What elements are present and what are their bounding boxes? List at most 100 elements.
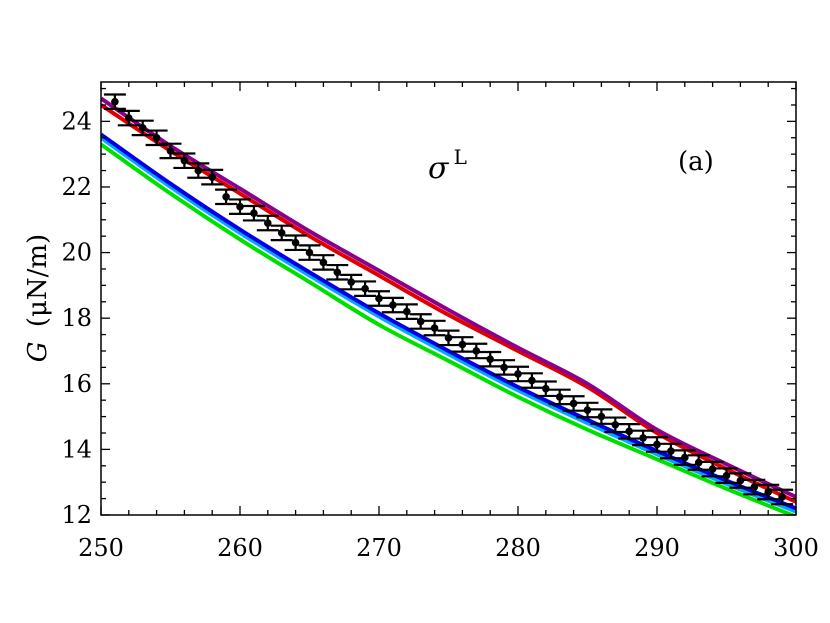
y-tick-label: 12	[61, 501, 92, 529]
data-point	[187, 162, 210, 179]
data-marker	[208, 173, 216, 181]
data-points-layer	[103, 93, 794, 506]
data-point	[493, 359, 516, 376]
data-marker	[347, 278, 356, 286]
data-point	[451, 336, 474, 353]
data-marker	[180, 156, 189, 165]
data-point	[590, 408, 613, 425]
data-marker	[250, 209, 258, 218]
y-tick-label: 18	[61, 304, 92, 332]
x-tick-label: 300	[773, 534, 819, 562]
data-marker	[653, 440, 661, 449]
data-point	[743, 478, 766, 496]
data-point	[215, 188, 238, 206]
x-axis: 250 260 270 280 290 300	[78, 82, 819, 562]
data-point	[673, 449, 696, 466]
data-marker	[667, 447, 675, 455]
data-marker	[542, 384, 550, 393]
data-marker	[458, 340, 467, 349]
data-marker	[138, 124, 147, 132]
y-tick-label: 16	[61, 370, 92, 398]
data-marker	[625, 427, 633, 436]
data-marker	[361, 284, 369, 293]
curve-3	[101, 136, 796, 514]
data-marker	[277, 229, 286, 237]
data-point	[173, 152, 196, 170]
data-point	[659, 442, 682, 460]
data-marker	[639, 434, 647, 442]
data-marker	[111, 97, 119, 106]
data-point	[201, 168, 224, 186]
data-marker	[764, 488, 772, 496]
x-tick-label: 250	[78, 534, 124, 562]
data-point	[145, 129, 168, 147]
data-point	[395, 303, 418, 320]
data-marker	[569, 399, 578, 408]
data-point	[256, 214, 279, 232]
data-marker	[597, 412, 606, 421]
data-point	[242, 204, 265, 222]
data-marker	[528, 376, 536, 385]
data-point	[562, 395, 585, 412]
data-point	[548, 388, 571, 406]
data-point	[507, 365, 529, 383]
data-point	[103, 93, 126, 110]
sigma-annotation: σ L	[428, 145, 467, 186]
data-marker	[236, 202, 244, 211]
y-axis-label-unit: (μN/m)	[23, 234, 53, 327]
data-point	[298, 244, 321, 261]
data-point	[576, 401, 599, 419]
data-point	[729, 472, 752, 489]
y-tick-label: 22	[61, 173, 92, 201]
x-tick-label: 260	[217, 534, 263, 562]
y-tick-label: 24	[61, 107, 92, 135]
data-marker	[430, 324, 439, 332]
data-marker	[694, 458, 703, 467]
data-point	[284, 234, 307, 252]
data-marker	[472, 347, 481, 355]
data-point	[340, 273, 363, 291]
data-marker	[444, 334, 453, 342]
data-marker	[166, 147, 175, 155]
data-point	[159, 142, 182, 160]
y-axis-label: G (μN/m)	[23, 234, 53, 362]
data-marker	[305, 248, 314, 257]
data-point	[312, 254, 335, 271]
x-tick-label: 270	[356, 534, 402, 562]
data-point	[646, 436, 668, 453]
panel-label: (a)	[678, 147, 714, 177]
data-point	[687, 454, 710, 471]
data-point	[604, 416, 627, 434]
data-marker	[403, 307, 411, 316]
data-marker	[319, 258, 328, 267]
data-point	[479, 350, 502, 368]
x-tick-label: 280	[495, 534, 541, 562]
y-tick-label: 20	[61, 239, 92, 267]
data-marker	[722, 471, 731, 480]
data-point	[423, 319, 446, 337]
data-marker	[222, 193, 230, 201]
data-marker	[416, 317, 425, 326]
data-marker	[264, 219, 272, 227]
x-tick-label: 290	[634, 534, 680, 562]
data-marker	[681, 453, 689, 462]
curve-2	[101, 142, 796, 515]
data-point	[131, 119, 154, 137]
sigma-symbol: σ	[428, 151, 450, 186]
data-marker	[333, 268, 342, 277]
data-marker	[194, 166, 203, 175]
y-axis: 12 14 16 18 20 22 24	[61, 87, 796, 529]
data-point	[520, 372, 543, 389]
data-point	[771, 488, 794, 506]
data-point	[715, 467, 738, 484]
plot-frame	[100, 81, 797, 516]
data-point	[618, 423, 641, 440]
data-point	[270, 224, 293, 242]
data-marker	[291, 238, 300, 247]
y-axis-label-symbol: G	[23, 341, 53, 362]
data-point	[757, 483, 780, 501]
data-point	[409, 313, 432, 330]
data-marker	[500, 363, 508, 372]
data-marker	[486, 355, 495, 363]
data-point	[534, 380, 557, 398]
